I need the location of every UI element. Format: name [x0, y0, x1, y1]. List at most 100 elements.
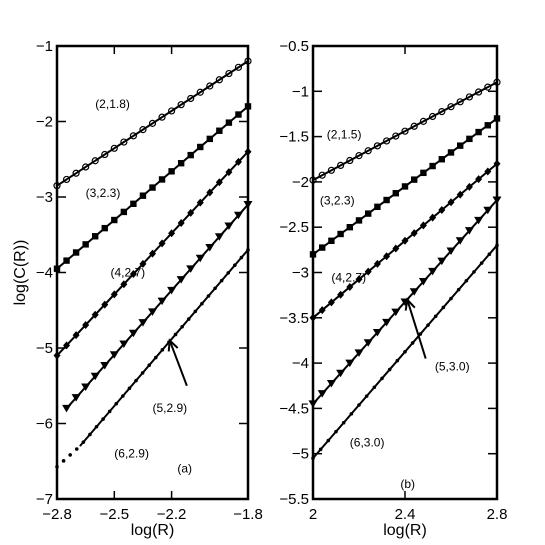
dot-marker — [160, 348, 165, 352]
triangle-marker — [483, 206, 493, 215]
series-(2,1.8) — [53, 57, 252, 190]
curve-label: (6,2.9) — [114, 446, 149, 460]
triangle-marker — [119, 340, 129, 349]
dot-marker — [418, 332, 423, 336]
circle-marker — [438, 107, 446, 116]
curve-label: (5,3.0) — [435, 359, 470, 373]
triangle-marker — [336, 369, 346, 378]
arrow-head — [404, 297, 416, 311]
diamond-marker — [206, 188, 214, 197]
x-axis-title: log(R) — [131, 522, 175, 539]
diamond-marker — [309, 313, 317, 322]
circle-marker — [110, 144, 118, 152]
square-marker — [475, 128, 482, 136]
square-marker — [72, 249, 80, 256]
square-marker — [374, 203, 381, 211]
triangle-marker — [176, 276, 186, 284]
triangle-marker — [492, 196, 502, 205]
square-marker — [158, 176, 166, 183]
y-tick-label: −4.5 — [279, 400, 309, 417]
dot-marker — [134, 378, 138, 383]
circle-marker — [429, 112, 437, 121]
y-tick-label: −4 — [292, 355, 309, 372]
square-marker — [346, 224, 353, 231]
circle-marker — [456, 98, 464, 106]
triangle-marker — [148, 308, 157, 316]
circle-marker — [206, 82, 214, 90]
square-marker — [392, 190, 399, 197]
triangle-marker — [224, 222, 234, 231]
series-(4,2.7) — [53, 147, 252, 360]
square-marker — [244, 103, 252, 110]
panel-label: (a) — [177, 462, 192, 476]
square-marker — [225, 119, 233, 126]
triangle-marker — [418, 278, 428, 286]
dot-marker — [410, 341, 415, 345]
arrow-shaft — [168, 340, 188, 387]
fit-line — [56, 60, 249, 187]
curve-label: (5,2.9) — [153, 401, 188, 415]
dot-marker — [456, 287, 461, 292]
dot-marker — [94, 424, 99, 429]
x-tick-label: −2.5 — [99, 506, 129, 523]
x-tick-label: −1.8 — [233, 506, 263, 523]
circle-marker — [129, 132, 137, 140]
dot-marker — [395, 358, 400, 363]
y-tick-label: −1 — [36, 38, 53, 55]
circle-marker — [244, 57, 252, 65]
dot-marker — [364, 394, 369, 398]
dot-marker — [74, 447, 79, 451]
y-tick-label: −1.5 — [279, 129, 309, 146]
triangle-marker — [128, 329, 138, 338]
dot-marker — [153, 355, 158, 360]
diamond-marker — [234, 157, 242, 166]
diamond-marker — [493, 159, 501, 168]
circle-marker — [234, 63, 243, 71]
diamond-marker — [410, 229, 418, 238]
triangle-marker — [62, 404, 72, 413]
circle-marker — [392, 132, 400, 140]
diamond-marker — [129, 270, 137, 279]
triangle-marker — [474, 216, 484, 225]
diamond-marker — [392, 244, 400, 253]
dot-marker — [193, 309, 198, 314]
diamond-marker — [346, 282, 354, 291]
circle-marker — [355, 152, 363, 160]
y-tick-label: −5.5 — [279, 491, 309, 508]
y-axis-title: log(C(R)) — [12, 240, 29, 306]
circle-marker — [484, 83, 492, 91]
circle-marker — [148, 119, 157, 127]
square-marker — [447, 149, 455, 156]
y-tick-label: −3 — [292, 265, 309, 282]
square-marker — [63, 257, 70, 264]
triangle-marker — [317, 390, 327, 398]
dot-marker — [495, 243, 499, 248]
panel-label: (b) — [400, 477, 415, 491]
diamond-marker — [177, 219, 185, 228]
square-marker — [484, 122, 491, 129]
square-marker — [383, 196, 390, 204]
diamond-marker — [355, 275, 363, 284]
dot-marker — [318, 447, 323, 452]
square-marker — [92, 233, 99, 240]
dot-marker — [81, 440, 86, 444]
square-marker — [337, 230, 344, 238]
circle-marker — [309, 176, 317, 184]
x-tick-label: −2.2 — [157, 506, 187, 523]
diamond-marker — [101, 300, 109, 309]
diamond-marker — [82, 320, 90, 329]
circle-marker — [447, 103, 455, 111]
circle-marker — [187, 94, 195, 103]
square-marker — [429, 162, 436, 170]
square-marker — [319, 244, 326, 251]
triangle-marker — [308, 400, 318, 408]
square-marker — [420, 169, 427, 177]
dot-marker — [61, 459, 66, 463]
triangle-marker — [71, 394, 81, 402]
square-marker — [235, 111, 242, 118]
x-tick-label: 2 — [309, 506, 317, 523]
triangle-marker — [455, 237, 465, 245]
dot-marker — [127, 386, 132, 391]
square-marker — [130, 200, 137, 207]
square-marker — [411, 176, 418, 183]
